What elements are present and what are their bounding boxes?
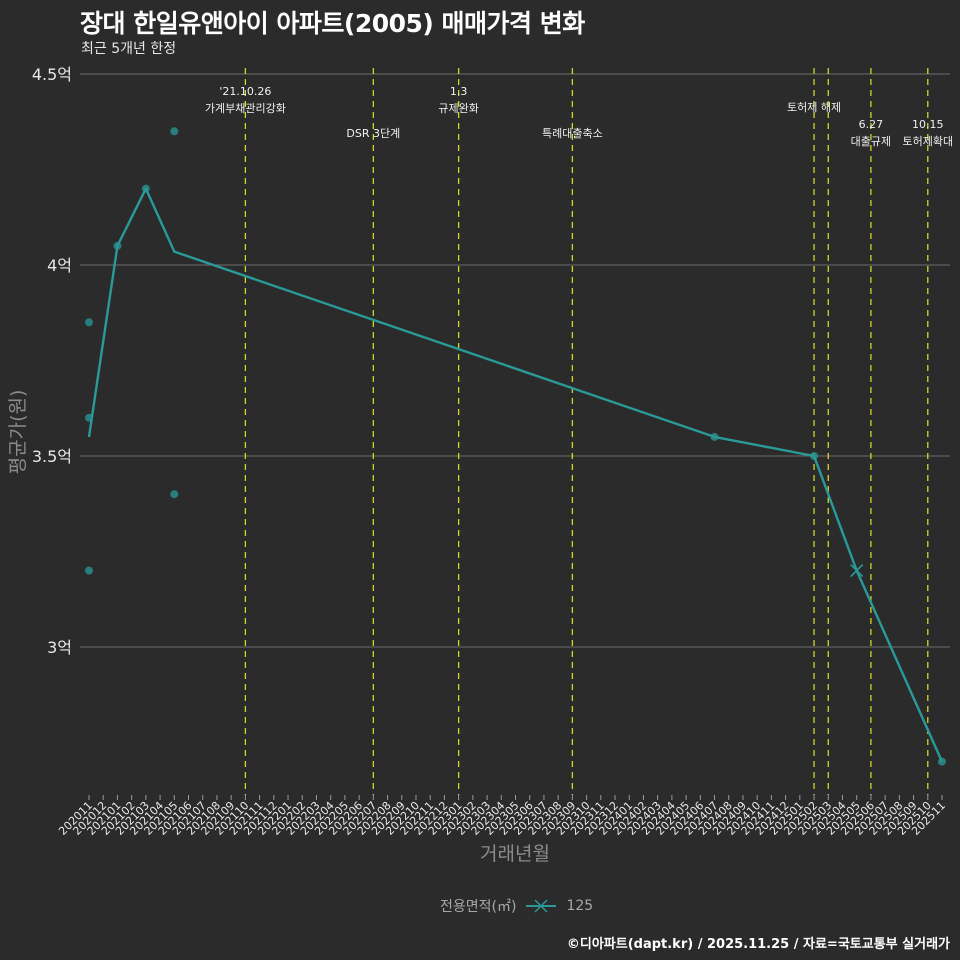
event-date-label: 1.3: [450, 85, 468, 98]
legend-title: 전용면적(㎡): [440, 899, 517, 915]
event-name-label: 토허제 해제: [787, 100, 841, 114]
legend-key-cross-icon: [524, 897, 558, 915]
event-date-label: 6.27: [859, 118, 884, 131]
y-axis-title: 평균가(원): [7, 390, 29, 475]
y-tick-label: 3억: [47, 638, 72, 657]
event-name-label: 규제완화: [438, 102, 478, 115]
event-name-label: DSR 3단계: [346, 127, 400, 140]
gridlines: [80, 73, 950, 648]
legend-label-125: 125: [566, 898, 594, 914]
event-name-label: 대출규제: [851, 135, 891, 148]
event-date-label: 10.15: [912, 118, 944, 131]
x-axis-title: 거래년월: [480, 843, 550, 865]
event-name-label: 특례대출축소: [542, 127, 603, 140]
source-caption: ©디아파트(dapt.kr) / 2025.11.25 / 자료=국토교통부 실…: [566, 937, 950, 952]
y-tick-label: 3.5억: [32, 447, 72, 466]
cross-marker: [850, 564, 864, 578]
y-tick-label: 4억: [47, 256, 72, 275]
x-axis: 2020112020122021012021022021032021042021…: [56, 795, 948, 838]
y-tick-label: 4.5억: [32, 65, 72, 84]
chart-title: 장대 한일유앤아이 아파트(2005) 매매가격 변화: [80, 9, 585, 38]
event-name-label: 가계부채관리강화: [205, 102, 286, 115]
series-125: [85, 127, 946, 766]
transaction-point: [170, 490, 179, 499]
chart-subtitle: 최근 5개년 한정: [81, 41, 177, 57]
event-date-label: '21.10.26: [219, 85, 271, 98]
event-name-label: 토허제확대: [902, 135, 953, 148]
mean-price-line: [87, 187, 944, 763]
transaction-point: [85, 318, 93, 327]
transaction-point: [85, 566, 93, 575]
y-axis: 3억 3.5억 4억 4.5억: [32, 65, 72, 657]
transaction-point: [170, 127, 179, 136]
legend: 전용면적(㎡) 125: [440, 896, 593, 916]
